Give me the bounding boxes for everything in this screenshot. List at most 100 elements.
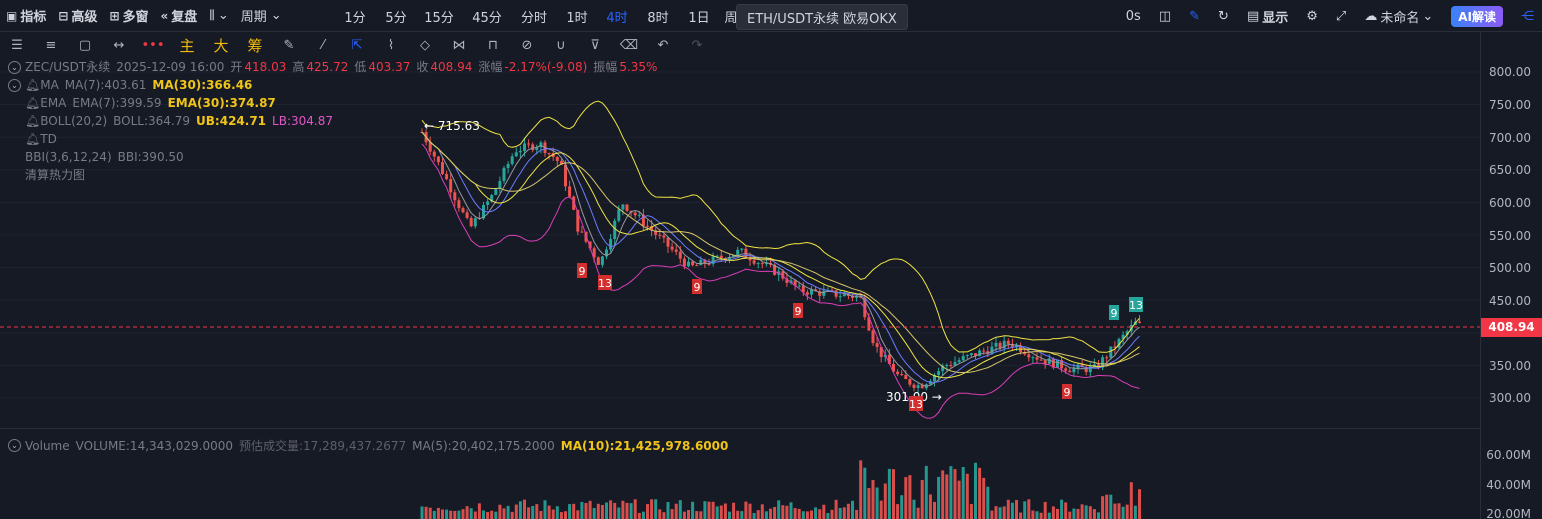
volume-bar — [506, 505, 510, 519]
period-button[interactable]: 周期 ⌄ — [235, 0, 288, 32]
candle-up — [1109, 346, 1113, 358]
price-axis[interactable]: 800.00 750.00 700.00 650.00 600.00 550.0… — [1480, 32, 1542, 519]
volume-bar — [551, 509, 555, 519]
volume-bar — [867, 488, 871, 519]
redo-disabled-icon[interactable]: ↷ — [691, 37, 703, 53]
interval-1m[interactable]: 1分 — [344, 10, 366, 26]
lock-icon[interactable]: ⊓ — [487, 37, 499, 53]
advanced-button[interactable]: ⊟ 高级 — [52, 0, 103, 32]
cursor-icon[interactable]: ⇱ — [351, 37, 363, 53]
volume-bar — [666, 501, 670, 519]
sliders-icon[interactable]: ☰ — [11, 37, 23, 53]
candle-up — [937, 371, 941, 375]
volume-bar — [810, 510, 813, 519]
volume-bar — [662, 512, 666, 519]
price-tick: 350.00 — [1489, 359, 1531, 373]
interval-4h[interactable]: 4时 — [606, 10, 628, 26]
pane-divider[interactable] — [0, 428, 1480, 429]
volume-bar — [428, 507, 432, 519]
pencil-icon[interactable]: ✎ — [1189, 8, 1201, 24]
layout-button[interactable]: ☁ 未命名 ⌄ — [1364, 7, 1433, 26]
interval-8h[interactable]: 8时 — [647, 10, 669, 26]
volume-bar — [789, 502, 793, 519]
settings-icon[interactable]: ⚙ — [1306, 8, 1318, 24]
more-icon[interactable]: ••• — [141, 37, 165, 53]
volume-value: VOLUME:14,343,029.0000 — [75, 438, 233, 453]
trash-icon[interactable]: ⌫ — [619, 37, 639, 53]
drawing-toolbar: ☰ ≡ ▢ ↔ ••• 主 大 筹 ✎ ⁄ ⇱ ⌇ ◇ ⋈ ⊓ ⊘ ∪ ⊽ ⌫ … — [0, 32, 1480, 58]
undo-icon[interactable]: ↶ — [657, 37, 669, 53]
candle-down — [469, 217, 473, 227]
bell-icon[interactable]: 🔔︎ — [25, 132, 41, 146]
candle-down — [920, 385, 924, 389]
volume-bar — [777, 500, 781, 519]
redo-icon[interactable]: ↻ — [1218, 8, 1229, 24]
interval-5m[interactable]: 5分 — [385, 10, 407, 26]
chevron-down-icon: ⌄ — [270, 8, 282, 23]
volume-bar — [900, 495, 904, 519]
volume-bar — [596, 503, 600, 519]
candle-up — [736, 249, 740, 255]
interval-15m[interactable]: 15分 — [424, 10, 454, 26]
bell-icon[interactable]: 🔔︎ — [25, 96, 41, 110]
list-icon[interactable]: ≡ — [45, 37, 57, 53]
indicators-button[interactable]: ▣ 指标 — [0, 0, 52, 32]
volume-bar — [1027, 499, 1031, 519]
bbi-row: BBI(3,6,12,24) BBI:390.50 — [8, 148, 663, 166]
price-tick: 500.00 — [1489, 261, 1531, 275]
volume-bar — [555, 506, 559, 519]
bell-icon[interactable]: 🔔︎ — [25, 114, 41, 128]
bell-icon[interactable]: 🔔︎ — [25, 78, 41, 92]
camera-icon[interactable]: ◫ — [1158, 8, 1172, 24]
volume-legend: ⌄ Volume VOLUME:14,343,029.0000 预估成交量:17… — [8, 437, 734, 454]
volume-bar — [883, 483, 887, 519]
volume-bar — [953, 469, 957, 519]
volume-bar — [912, 499, 916, 519]
interval-week[interactable]: 周 — [724, 10, 738, 26]
large-button[interactable]: 大 — [213, 36, 229, 55]
ruler-icon[interactable]: ⌇ — [387, 37, 395, 53]
volume-bar — [469, 508, 473, 519]
pattern-icon[interactable]: ⋈ — [452, 37, 466, 53]
candle-up — [613, 220, 617, 239]
volume-bar — [637, 512, 641, 519]
collapse-icon[interactable]: ⌄ — [8, 78, 21, 92]
candle-down — [527, 143, 531, 145]
chips-button[interactable]: 筹 — [247, 36, 263, 55]
magnet-icon[interactable]: ∪ — [556, 37, 566, 53]
display-button[interactable]: ▤ 显示 — [1247, 7, 1288, 26]
interval-1h[interactable]: 1时 — [566, 10, 588, 26]
filter-icon[interactable]: ⊽ — [590, 37, 600, 53]
replay-button[interactable]: «复盘 — [155, 0, 204, 32]
volume-bar — [1060, 499, 1064, 519]
fullscreen-icon[interactable]: ⤢ — [1335, 8, 1347, 24]
volume-bar — [1113, 503, 1117, 519]
multi-window-button[interactable]: ⊞ 多窗 — [103, 0, 154, 32]
share-icon[interactable]: ⋲ — [1521, 8, 1534, 24]
edit-icon[interactable]: ✎ — [283, 37, 295, 53]
volume-bar — [908, 475, 912, 519]
ai-button[interactable]: AI解读 — [1451, 5, 1503, 27]
brush-icon[interactable]: ⁄ — [321, 37, 325, 53]
candle-down — [904, 375, 908, 380]
interval-1d[interactable]: 1日 — [688, 10, 710, 26]
measure-icon[interactable]: ↔ — [113, 37, 125, 53]
eraser-icon[interactable]: ◇ — [420, 37, 430, 53]
multi-window-label: 多窗 — [122, 10, 149, 25]
collapse-icon[interactable]: ⌄ — [8, 439, 21, 452]
candle-down — [457, 200, 461, 209]
interval-45m[interactable]: 45分 — [472, 10, 502, 26]
candle-up — [961, 356, 965, 361]
collapse-icon[interactable]: ⌄ — [8, 60, 21, 74]
chart-type-button[interactable]: ⫼ ⌄ — [203, 0, 234, 32]
main-button[interactable]: 主 — [179, 36, 195, 55]
candle-down — [1051, 358, 1055, 368]
amp-label: 振幅 — [593, 60, 618, 74]
rectangle-icon[interactable]: ▢ — [78, 37, 92, 53]
volume-bar — [744, 501, 748, 519]
interval-timeshare[interactable]: 分时 — [520, 10, 547, 26]
hide-icon[interactable]: ⊘ — [521, 37, 533, 53]
candle-down — [596, 257, 600, 265]
candle-up — [740, 248, 744, 250]
